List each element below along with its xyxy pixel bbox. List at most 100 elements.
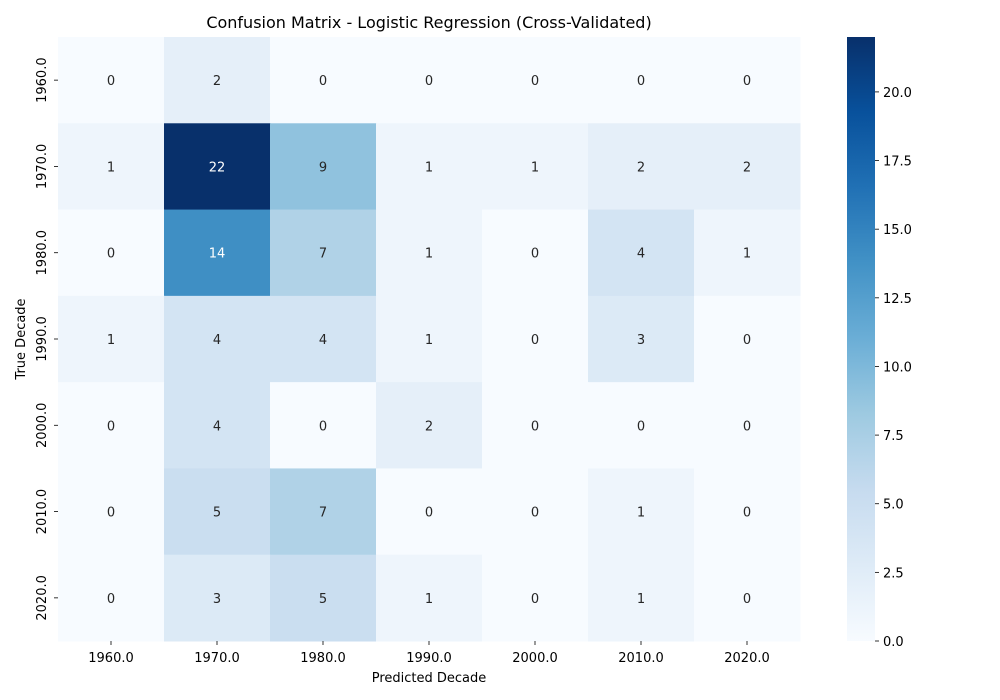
heatmap-cell	[164, 209, 271, 297]
y-tick-label: 2000.0	[35, 403, 50, 449]
heatmap-cell-value: 0	[107, 506, 115, 521]
heatmap-cell-value: 2	[637, 160, 645, 175]
heatmap-cell-value: 0	[531, 592, 539, 607]
heatmap-cell	[164, 37, 271, 124]
heatmap-cell-value: 0	[637, 74, 645, 89]
heatmap-cell-value: 7	[319, 247, 327, 262]
heatmap-cell	[58, 37, 165, 124]
heatmap-cell	[482, 37, 589, 124]
heatmap-cell	[376, 295, 483, 383]
heatmap-cell	[588, 295, 695, 383]
heatmap-cell	[58, 554, 165, 642]
heatmap-cell-value: 1	[743, 247, 751, 262]
heatmap-cell	[694, 209, 801, 297]
heatmap-cell-value: 1	[425, 247, 433, 262]
heatmap-cell	[164, 295, 271, 383]
heatmap-cell-value: 0	[107, 592, 115, 607]
heatmap-cell-value: 2	[743, 160, 751, 175]
x-tick-label: 1990.0	[406, 651, 452, 666]
heatmap-cell	[588, 209, 695, 297]
heatmap-cell	[58, 209, 165, 297]
heatmap-cell	[270, 123, 377, 211]
heatmap-cell-value: 9	[319, 160, 327, 175]
heatmap-cell-value: 1	[107, 160, 115, 175]
heatmap-cell	[58, 468, 165, 556]
heatmap-cell-value: 0	[319, 74, 327, 89]
heatmap-cell-value: 0	[531, 419, 539, 434]
heatmap-cell-value: 1	[425, 333, 433, 348]
heatmap-cell	[376, 37, 483, 124]
heatmap-cell-value: 4	[213, 419, 221, 434]
heatmap-cell-value: 0	[425, 506, 433, 521]
heatmap-cell-value: 1	[637, 506, 645, 521]
colorbar-tick-label: 5.0	[883, 498, 904, 513]
heatmap-cell-value: 1	[107, 333, 115, 348]
heatmap-cell	[482, 554, 589, 642]
heatmap-cell	[694, 295, 801, 383]
heatmap-cell	[588, 37, 695, 124]
heatmap-cell-value: 0	[743, 333, 751, 348]
heatmap-cell	[58, 295, 165, 383]
heatmap-cell	[482, 468, 589, 556]
colorbar-tick-label: 20.0	[883, 86, 912, 101]
y-tick-label: 2010.0	[35, 489, 50, 534]
heatmap-cell-value: 1	[425, 160, 433, 175]
heatmap-cell	[270, 209, 377, 297]
heatmap-cell-value: 4	[637, 247, 645, 262]
heatmap-cell	[270, 295, 377, 383]
heatmap-cell-value: 0	[531, 74, 539, 89]
colorbar-tick-label: 17.5	[883, 155, 912, 170]
x-tick-label: 1970.0	[194, 651, 240, 666]
heatmap-cell-value: 0	[107, 419, 115, 434]
heatmap-cell-value: 0	[107, 74, 115, 89]
x-tick-label: 1960.0	[88, 651, 134, 666]
heatmap-cell	[376, 123, 483, 211]
y-axis-title: True Decade	[14, 298, 29, 380]
heatmap-cell	[164, 554, 271, 642]
heatmap-cell	[694, 123, 801, 211]
heatmap-cell	[58, 382, 165, 469]
heatmap-cell-value: 4	[319, 333, 327, 348]
heatmap-cell-value: 0	[107, 247, 115, 262]
heatmap-cell-value: 0	[743, 74, 751, 89]
heatmap-cell-value: 0	[743, 419, 751, 434]
y-axis-ticks: 1960.0 1970.0 1980.0 1990.0 2000.0 2010.0 2020…	[35, 57, 58, 621]
colorbar-tick-label: 0.0	[883, 635, 904, 650]
heatmap-cell-value: 4	[213, 333, 221, 348]
heatmap-cell	[588, 554, 695, 642]
x-axis-ticks: 1960.0 1970.0 1980.0 1990.0 2000.0 2010.0 2020…	[88, 641, 770, 666]
heatmap-cell	[270, 37, 377, 124]
x-tick-label: 2000.0	[512, 651, 558, 666]
heatmap-cell-labels: 0 2 0 0 0 0 01 22 9 1 1 2 20 14 7 1 0 4 11 4 4 1 0 3 00 4 0 2 0 0 00 5 7…	[107, 74, 751, 607]
heatmap-cell-value: 1	[637, 592, 645, 607]
colorbar-ticks: 0.0 2.5 5.0 7.5 10.0 12.5 15.0 17.5 20.0	[875, 86, 912, 650]
heatmap-cells	[58, 37, 801, 642]
heatmap-cell	[588, 382, 695, 469]
heatmap-cell-value: 1	[531, 160, 539, 175]
heatmap-cell-value: 2	[425, 419, 433, 434]
heatmap-cell-value: 5	[319, 592, 327, 607]
heatmap-cell	[694, 554, 801, 642]
heatmap-cell-value: 0	[637, 419, 645, 434]
heatmap-cell-value: 0	[425, 74, 433, 89]
heatmap-cell-value: 7	[319, 506, 327, 521]
heatmap-cell	[694, 37, 801, 124]
heatmap-cell	[588, 123, 695, 211]
colorbar-tick-label: 10.0	[883, 360, 912, 375]
heatmap-cell	[164, 468, 271, 556]
heatmap-cell	[482, 382, 589, 469]
heatmap-cell-value: 2	[213, 74, 221, 89]
heatmap-cell-value: 5	[213, 506, 221, 521]
heatmap-cell-value: 14	[209, 247, 226, 262]
heatmap-cell	[164, 123, 271, 211]
x-tick-label: 1980.0	[300, 651, 346, 666]
heatmap-cell-value: 3	[213, 592, 221, 607]
heatmap-cell	[270, 382, 377, 469]
x-tick-label: 2010.0	[618, 651, 664, 666]
heatmap-cell-value: 0	[319, 419, 327, 434]
heatmap-cell	[482, 209, 589, 297]
heatmap-cell-value: 1	[425, 592, 433, 607]
colorbar-tick-label: 7.5	[883, 429, 904, 444]
y-tick-label: 2020.0	[35, 575, 50, 621]
heatmap-cell	[482, 123, 589, 211]
